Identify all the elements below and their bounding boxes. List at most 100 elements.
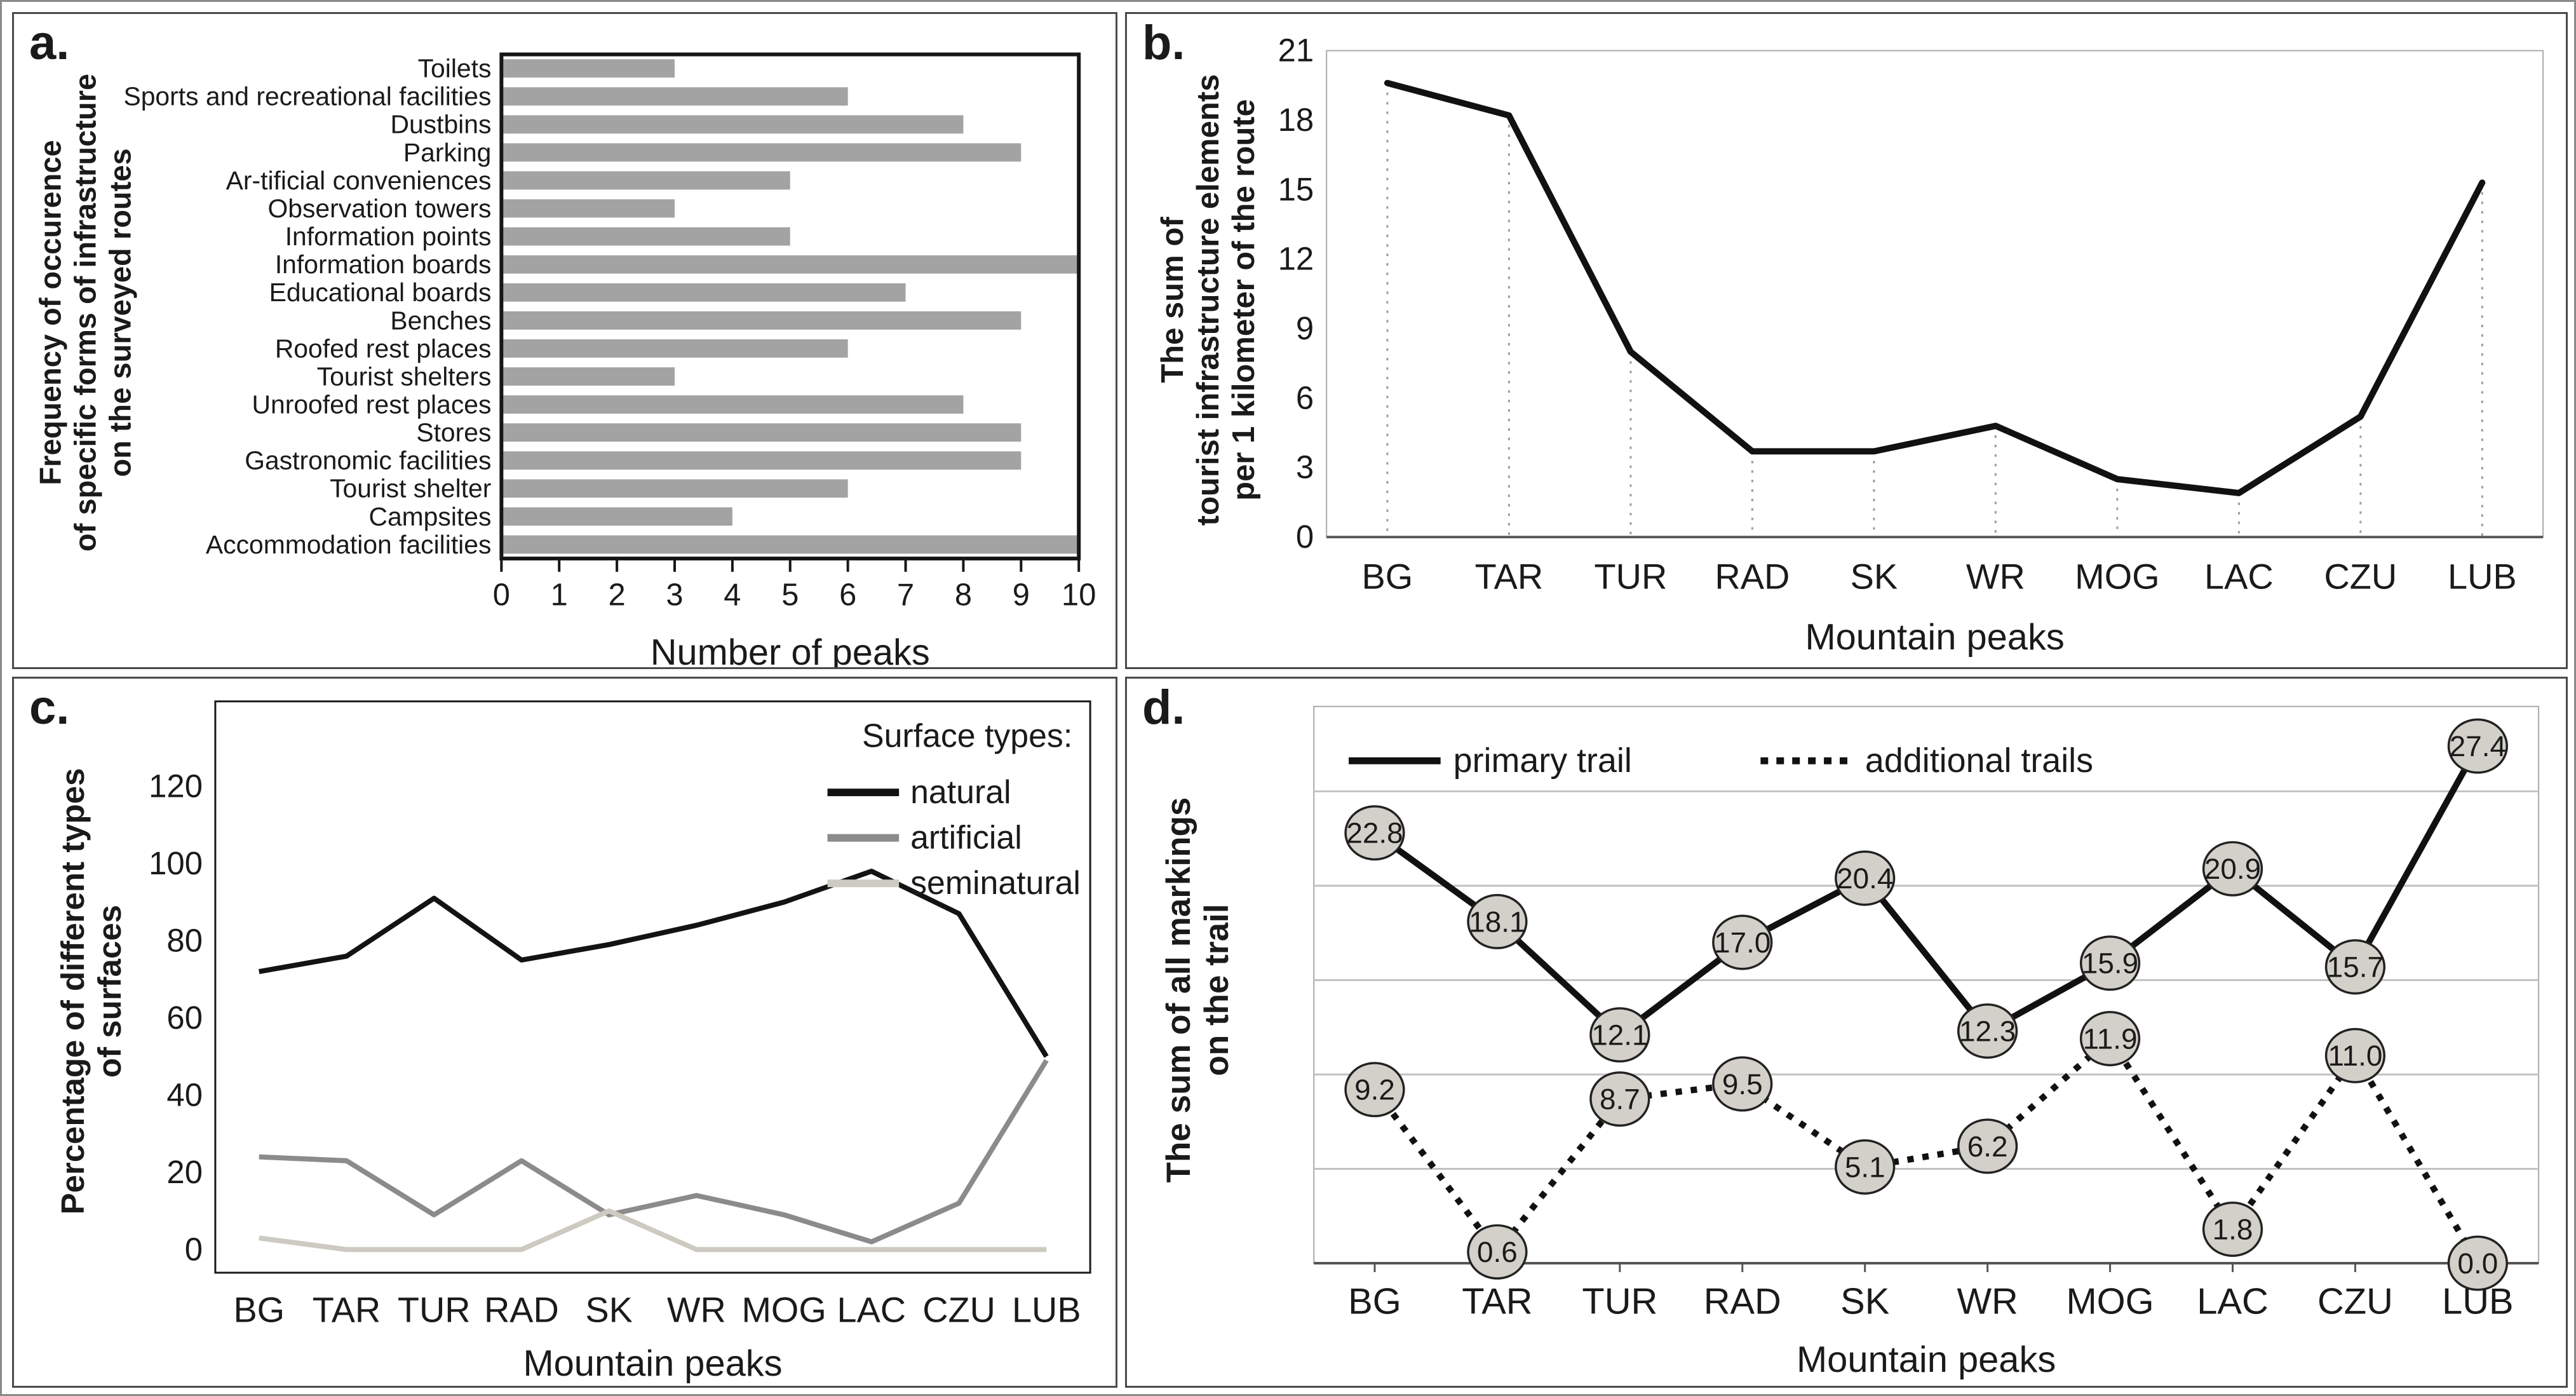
legend-label-artificial: artificial — [910, 819, 1022, 856]
panel-b-y-axis-title-line1: The sum of — [1156, 217, 1190, 383]
data-label-value: 6.2 — [1967, 1130, 2008, 1163]
x-tick-label: WR — [1957, 1282, 2018, 1322]
data-label-value: 11.0 — [2328, 1040, 2383, 1072]
series-line-additional-trails — [1372, 1035, 2481, 1265]
panel-c-y-axis-title-line2: of surfaces — [91, 904, 128, 1078]
data-label-value: 0.6 — [1477, 1236, 1518, 1268]
x-tick-label: BG — [233, 1291, 285, 1330]
series-line-primary-trail — [1373, 744, 2481, 1038]
bar-Toilets — [503, 59, 675, 78]
bar-category-label: Parking — [403, 138, 491, 167]
x-tick-label: LUB — [2448, 557, 2517, 597]
x-tick-label: 0 — [493, 578, 510, 613]
bar-category-label: Dustbins — [390, 110, 491, 139]
bar-Information boards — [503, 255, 1079, 274]
x-tick-label: 3 — [666, 578, 683, 613]
x-tick-label: 2 — [609, 578, 626, 613]
plot-frame — [214, 700, 1091, 1274]
panel-d-y-axis-title-line1: The sum of all markings — [1160, 797, 1197, 1183]
x-tick-label: LAC — [2197, 1282, 2268, 1322]
data-label-value: 0.0 — [2457, 1247, 2498, 1280]
bar-Ar-tificial conveniences — [503, 171, 790, 190]
legend-title: Surface types: — [862, 717, 1072, 754]
x-tick-label: 1 — [551, 578, 568, 613]
data-label-value: 20.9 — [2204, 853, 2261, 885]
data-label-marker — [1344, 805, 1405, 861]
panel-a-y-axis-title: Frequency of occurence of specific forms… — [33, 74, 138, 552]
x-tick-label: TAR — [1475, 557, 1544, 597]
x-tick-label: WR — [1966, 557, 2025, 597]
panel-b-y-axis-title-line2: tourist infrastructure elements — [1191, 74, 1225, 526]
x-tick-label: 5 — [781, 578, 799, 613]
bar-Tourist shelters — [503, 367, 675, 386]
data-label-value: 5.1 — [1845, 1151, 1885, 1184]
data-label-value: 1.8 — [2213, 1214, 2253, 1246]
panel-a-y-axis-title-line1: Frequency of occurence — [33, 140, 67, 485]
y-tick-label: 40 — [166, 1076, 203, 1113]
panel-d-y-axis-title: The sum of all markings on the trail — [1160, 797, 1236, 1183]
x-tick-label: TAR — [313, 1291, 381, 1330]
data-label-value: 12.1 — [1591, 1019, 1648, 1052]
bar-Parking — [503, 143, 1022, 162]
bar-Roofed rest places — [503, 339, 848, 358]
data-label-value: 22.8 — [1346, 817, 1403, 850]
bar-category-label: Educational boards — [269, 278, 492, 307]
x-tick-label: LUB — [1012, 1291, 1081, 1330]
x-tick-label: RAD — [1715, 557, 1790, 597]
line-chart-surface-types: 0 20 40 60 80 100 120 BG TAR TUR RAD SK WR MOG LAC CZU L… — [149, 700, 1091, 1384]
series-line-infrastructure — [1384, 79, 2486, 496]
data-label-value: 15.7 — [2327, 951, 2384, 984]
x-tick-label: TUR — [1582, 1282, 1657, 1322]
data-label-marker — [1589, 1007, 1650, 1063]
x-tick-label: RAD — [1704, 1282, 1781, 1322]
x-axis-title: Mountain peaks — [1805, 617, 2064, 658]
x-axis-title: Mountain peaks — [1797, 1339, 2056, 1380]
x-tick-label: LAC — [837, 1291, 907, 1330]
panel-c-y-axis-title: Percentage of different types of surface… — [55, 768, 128, 1215]
y-tick-label: 20 — [166, 1154, 203, 1190]
bar-Gastronomic facilities — [503, 451, 1022, 470]
series-line-artificial — [259, 1059, 1049, 1245]
data-label-value: 9.2 — [1354, 1074, 1395, 1106]
bar-category-label: Tourist shelter — [330, 474, 491, 503]
x-tick-label: 6 — [839, 578, 856, 613]
plot-frame — [499, 52, 1081, 560]
data-label-marker — [1712, 914, 1773, 970]
data-label-marker — [2202, 841, 2263, 897]
x-tick-label: 8 — [955, 578, 972, 613]
x-tick-label: RAD — [484, 1291, 559, 1330]
bar-Sports and recreational facilities — [503, 87, 848, 106]
panel-d-y-axis-title-line2: on the trail — [1198, 904, 1236, 1076]
y-tick-label: 12 — [1278, 241, 1314, 277]
y-tick-label: 120 — [149, 768, 203, 804]
data-label-marker — [1835, 1139, 1896, 1195]
bar-category-label: Roofed rest places — [275, 334, 492, 363]
panel-b: b. The sum of tourist infrastructure ele… — [1125, 12, 2568, 669]
x-tick-label: TAR — [1462, 1282, 1532, 1322]
y-tick-label: 21 — [1278, 32, 1314, 69]
panel-c-y-axis-title-line1: Percentage of different types — [55, 768, 91, 1215]
panel-a-y-axis-title-line2: of specific forms of infrastructure — [68, 73, 102, 552]
series-line-natural — [259, 869, 1049, 1058]
data-label-marker — [2324, 939, 2386, 995]
data-label-marker — [1957, 1118, 2018, 1174]
x-tick-label: MOG — [741, 1291, 826, 1330]
bar-Dustbins — [503, 115, 964, 134]
bar-category-label: Information points — [285, 222, 492, 251]
bar-category-label: Gastronomic facilities — [245, 446, 491, 475]
data-label-marker — [1835, 850, 1896, 906]
bar-category-label: Sports and recreational facilities — [123, 82, 491, 111]
data-label-marker — [1344, 1062, 1405, 1118]
y-tick-label: 100 — [149, 845, 203, 881]
y-tick-label: 0 — [1296, 518, 1314, 555]
x-tick-label: SK — [585, 1291, 632, 1330]
panel-a-letter: a. — [29, 16, 70, 70]
panel-d-letter: d. — [1142, 681, 1185, 735]
x-tick-label: 9 — [1013, 578, 1030, 613]
data-label-value: 20.4 — [1837, 862, 1893, 895]
y-tick-label: 60 — [166, 1000, 203, 1036]
line-chart-trail-markings: 22.8 18.1 12.1 17.0 20.4 12.3 15.9 20.9 15.7 27.4… — [1313, 705, 2540, 1380]
y-tick-label: 6 — [1296, 379, 1314, 416]
y-tick-label: 9 — [1296, 310, 1314, 346]
